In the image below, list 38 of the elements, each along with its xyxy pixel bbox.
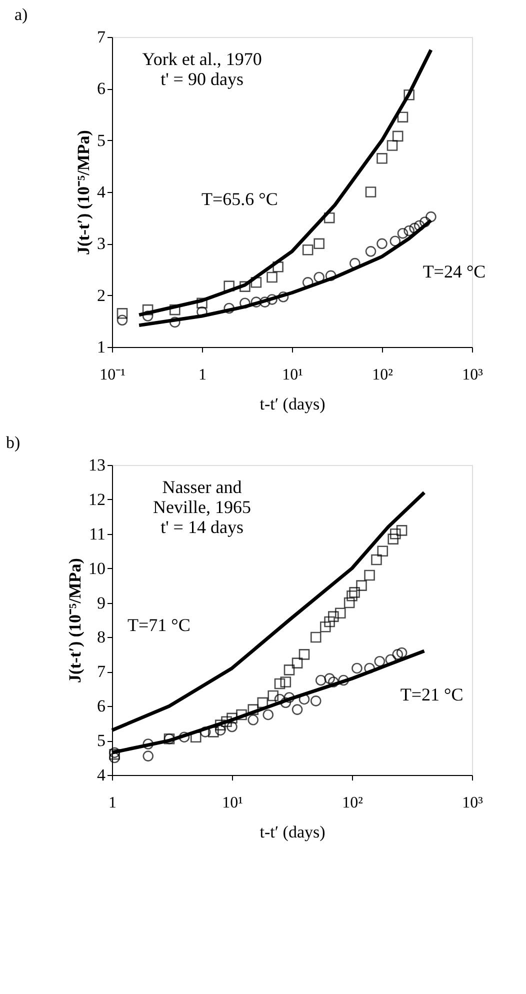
chart-title: a) <box>14 5 28 24</box>
y-tick-label: 12 <box>88 490 106 509</box>
x-tick-label: 10¹ <box>282 366 304 384</box>
y-axis-title: J(t-t′) (10⁻⁵/MPa) <box>74 130 93 255</box>
x-axis-title: t-t′ (days) <box>260 822 326 842</box>
annotation: York et al., 1970 t' = 90 days <box>142 49 262 89</box>
x-tick-label: 10² <box>342 794 364 812</box>
x-tick-label: 10¹ <box>222 794 244 812</box>
chart-title: b) <box>6 433 20 452</box>
y-tick-label: 6 <box>97 79 106 98</box>
x-tick-label: 1 <box>108 794 116 812</box>
x-tick-label: 10³ <box>462 794 484 812</box>
y-tick-label: 3 <box>97 234 106 254</box>
y-axis-title: J(t-t′) (10⁻⁵/MPa) <box>66 558 84 683</box>
y-tick-label: 2 <box>97 286 106 305</box>
y-tick-label: 11 <box>89 524 106 544</box>
annotation: T=71 °C <box>128 615 190 636</box>
annotation: T=21 °C <box>400 684 464 704</box>
x-axis-title: t-t′ (days) <box>260 394 326 414</box>
y-tick-label: 5 <box>97 731 106 750</box>
annotation: Nasser and Neville, 1965 t' = 14 days <box>153 477 251 537</box>
y-tick-label: 8 <box>97 628 106 647</box>
y-tick-label: 4 <box>97 182 106 202</box>
x-tick-label: 10² <box>372 366 394 384</box>
y-tick-label: 4 <box>97 766 106 784</box>
annotation: T=65.6 °C <box>201 188 278 209</box>
y-tick-label: 10 <box>88 558 106 578</box>
y-tick-label: 9 <box>97 593 106 612</box>
annotation: T=24 °C <box>422 262 486 282</box>
x-tick-label: 10³ <box>462 366 484 384</box>
y-tick-label: 6 <box>97 696 106 716</box>
y-tick-label: 7 <box>97 28 106 46</box>
x-tick-label: 10⁻¹ <box>100 366 126 384</box>
x-tick-label: 1 <box>198 366 206 384</box>
y-tick-label: 13 <box>88 456 106 474</box>
y-tick-label: 1 <box>97 338 106 356</box>
y-tick-label: 5 <box>97 130 106 150</box>
y-tick-label: 7 <box>97 662 106 682</box>
